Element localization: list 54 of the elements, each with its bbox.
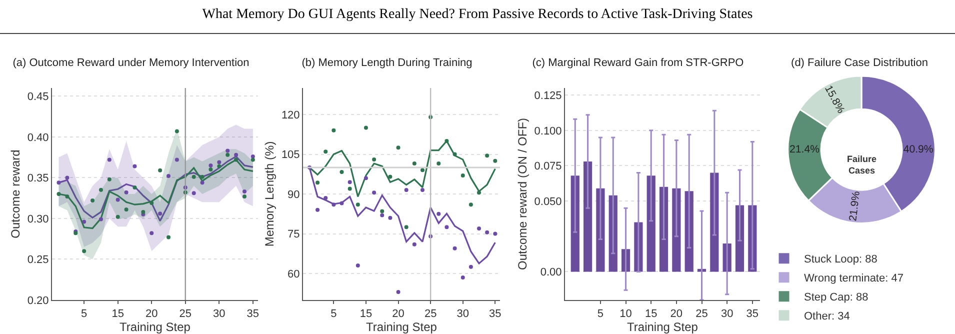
- data-label: 40.9%: [903, 143, 934, 156]
- x-tick-label: 25: [179, 308, 192, 320]
- legend-label: Other: 34: [804, 310, 850, 323]
- y-tick-label: 0.30: [27, 213, 49, 226]
- x-tick-label: 25: [424, 308, 437, 320]
- y-tick-label: 90: [288, 188, 300, 201]
- y-tick-label: 0.45: [27, 91, 49, 103]
- x-tick-label: 35: [246, 308, 260, 320]
- x-tick-label: 20: [392, 308, 404, 320]
- chart-title: (c) Marginal Reward Gain from STR-GRPO: [532, 56, 744, 69]
- chart-title: (b) Memory Length During Training: [302, 56, 472, 69]
- x-tick-label: 15: [644, 308, 658, 320]
- x-tick-label: 20: [145, 308, 158, 320]
- y-tick-label: 60: [288, 268, 300, 280]
- x-tick-label: 5: [330, 308, 337, 320]
- y-axis-title: Memory Length (%): [262, 141, 277, 247]
- text: What Memory Do GUI Agents Really Need? From Passive Records to Active Task-Driving States: [0, 0, 955, 34]
- x-tick-label: 30: [456, 308, 469, 320]
- y-tick-label: 0.050: [534, 196, 562, 208]
- x-tick-label: 20: [670, 308, 683, 320]
- y-tick-label: 0.35: [27, 172, 49, 185]
- chart-title: (a) Outcome Reward under Memory Intervention: [12, 56, 250, 69]
- x-axis-title: Training Step: [120, 320, 191, 334]
- y-tick-label: 0.075: [534, 160, 562, 173]
- y-tick-label: 0.00: [540, 266, 562, 279]
- x-tick-label: 15: [360, 308, 372, 320]
- x-tick-label: 15: [112, 308, 124, 320]
- legend-label: Wrong terminate: 47: [804, 272, 904, 285]
- y-tick-label: 0.125: [534, 90, 562, 102]
- x-axis-title: Training Step: [366, 320, 438, 334]
- data-label: 21.4%: [790, 143, 820, 156]
- y-tick-label: 0.100: [534, 125, 562, 138]
- x-tick-label: 35: [489, 308, 502, 320]
- chart-title: (d) Failure Case Distribution: [791, 56, 928, 69]
- x-tick-label: 30: [213, 308, 226, 320]
- y-tick-label: 75: [288, 228, 300, 241]
- y-axis-title: Outcome reward: [8, 150, 23, 238]
- legend-label: Stuck Loop: 88: [804, 254, 878, 266]
- x-tick-label: 5: [597, 308, 604, 320]
- x-tick-label: 35: [746, 308, 759, 320]
- legend-label: Step Cap: 88: [804, 292, 868, 304]
- y-tick-label: 105: [281, 149, 300, 162]
- x-axis-title: Training Step: [627, 320, 698, 334]
- x-tick-label: 30: [720, 308, 734, 320]
- y-tick-label: 0.40: [27, 132, 49, 144]
- x-tick-label: 5: [81, 308, 88, 320]
- y-tick-label: 0.20: [27, 294, 49, 307]
- data-label: 21.9%: [847, 190, 862, 222]
- y-tick-label: 0.25: [27, 254, 49, 266]
- text: Failure Cases: [847, 154, 877, 176]
- y-axis-title: Outcome reward (ON / OFF): [516, 118, 530, 270]
- x-tick-label: 10: [620, 308, 632, 320]
- y-tick-label: 120: [281, 109, 300, 122]
- x-tick-label: 25: [696, 308, 708, 320]
